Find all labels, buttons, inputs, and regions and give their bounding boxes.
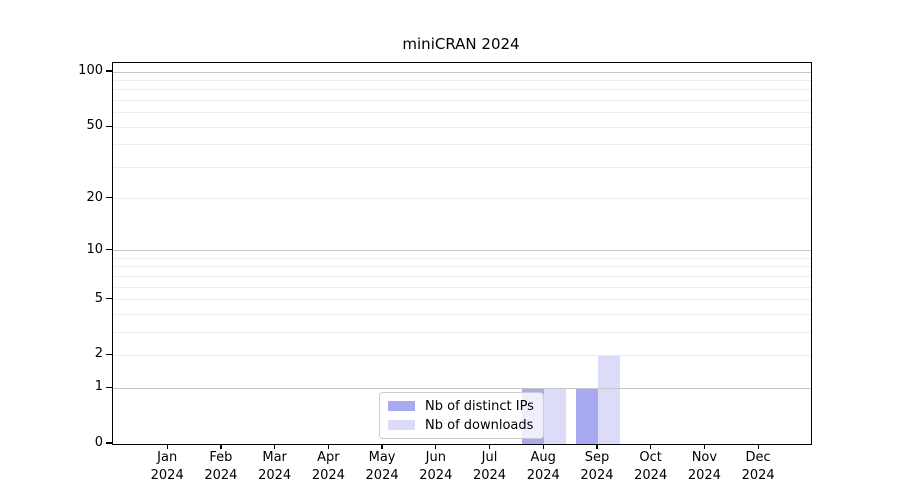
x-tick [703,444,705,449]
x-tick [381,444,383,449]
legend-swatch-downloads [388,420,415,430]
x-tick [166,444,168,449]
x-tick-label: Dec 2024 [741,450,775,483]
x-tick-label: Jun 2024 [419,450,453,483]
y-tick-label: 20 [86,189,103,205]
x-tick-label: Nov 2024 [687,450,721,483]
x-tick [542,444,544,449]
legend-entry-distinct-ips: Nb of distinct IPs [388,399,543,414]
x-tick [757,444,759,449]
y-tick [106,70,112,72]
y-tick [106,386,112,388]
legend-label-downloads: Nb of downloads [425,417,534,433]
x-tick [650,444,652,449]
x-tick [327,444,329,449]
legend-entry-downloads: Nb of downloads [388,418,543,433]
y-tick [106,353,112,356]
x-tick-label: May 2024 [365,450,399,483]
y-tick-label: 2 [94,346,103,362]
bar-distinct-ips-sep [575,388,598,444]
bars-layer [113,63,811,444]
x-tick [596,444,598,449]
y-tick-label: 50 [86,118,103,134]
x-tick-label: Sep 2024 [580,450,614,483]
y-tick-label: 10 [86,241,103,257]
x-tick [274,444,276,449]
x-tick [488,444,491,449]
bar-downloads-aug [544,388,567,444]
bar-downloads-sep [597,355,620,444]
y-tick [106,442,112,444]
x-tick-label: Aug 2024 [526,450,560,483]
y-tick-label: 5 [94,290,103,306]
y-tick [106,249,112,251]
y-tick-label: 1 [94,379,103,395]
legend-label-distinct-ips: Nb of distinct IPs [425,398,534,414]
x-tick-label: Jan 2024 [150,450,184,483]
y-tick [106,125,112,127]
y-tick-label: 0 [94,435,103,450]
x-tick-label: Apr 2024 [311,450,345,483]
x-tick-label: Oct 2024 [634,450,668,483]
x-tick-label: Feb 2024 [204,450,238,483]
x-tick-label: Mar 2024 [258,450,292,483]
y-tick [106,197,112,199]
legend: Nb of distinct IPs Nb of downloads [379,392,544,439]
y-tick-label: 100 [78,63,103,79]
plot-area: Nb of distinct IPs Nb of downloads [112,62,812,445]
y-tick [106,297,112,300]
x-tick [435,444,437,449]
x-tick [220,444,222,449]
chart-title: miniCRAN 2024 [402,35,520,53]
legend-swatch-distinct-ips [388,401,415,411]
x-tick-label: Jul 2024 [472,450,507,483]
